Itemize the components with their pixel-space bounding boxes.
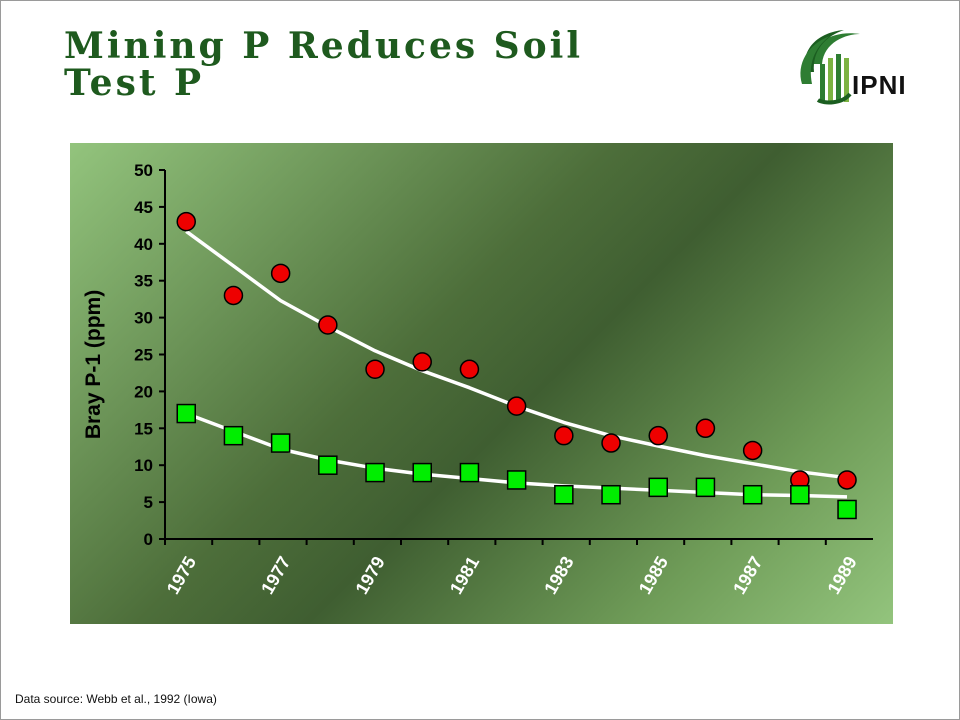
- x-tick-label: 1977: [257, 553, 294, 598]
- circle-data-point: [223, 285, 244, 306]
- circle-data-point: [554, 425, 574, 446]
- square-data-point: [459, 462, 480, 483]
- circle-data-point: [648, 425, 668, 446]
- y-tick-label: 10: [134, 456, 153, 475]
- circle-data-point: [837, 470, 857, 490]
- x-tick-label: 1979: [352, 553, 389, 598]
- square-data-point: [270, 433, 291, 453]
- x-tick-label: 1985: [635, 553, 672, 598]
- circle-data-point: [365, 359, 385, 380]
- square-data-point: [695, 477, 716, 498]
- y-tick-label: 25: [134, 346, 153, 365]
- y-tick-label: 0: [144, 530, 153, 549]
- x-tick-label: 1989: [824, 553, 861, 598]
- circle-data-point: [176, 211, 196, 232]
- circle-data-point: [459, 359, 480, 380]
- circle-data-point: [742, 440, 763, 461]
- y-tick-label: 45: [134, 198, 153, 217]
- circle-data-point: [695, 418, 716, 439]
- slide-title-line-1: Mining P Reduces Soil: [64, 25, 584, 67]
- y-tick-label: 50: [134, 161, 153, 180]
- circle-data-point: [270, 263, 291, 284]
- square-data-point: [554, 484, 574, 505]
- square-data-point: [742, 484, 763, 505]
- x-tick-label: 1975: [163, 553, 200, 598]
- ipni-logo: [800, 30, 860, 105]
- square-data-point: [176, 403, 196, 424]
- square-data-point: [506, 470, 527, 490]
- x-tick-label: 1987: [729, 553, 766, 598]
- circle-data-point: [318, 315, 338, 335]
- y-tick-label: 35: [134, 272, 153, 291]
- square-data-point: [837, 499, 857, 520]
- soil-p-chart: 0 5 10 15 20 25 30 35 40 45 50 1975 1977 1979 1981 1983…: [82, 161, 873, 598]
- x-tick-label: 1983: [540, 553, 577, 598]
- data-source-note: Data source: Webb et al., 1992 (Iowa): [15, 692, 217, 706]
- x-tick-label: 1981: [446, 553, 483, 598]
- square-data-point: [365, 462, 385, 483]
- plot-background: [70, 143, 893, 624]
- circle-data-point: [412, 352, 432, 372]
- square-data-point: [412, 462, 432, 483]
- y-tick-label: 15: [134, 419, 153, 438]
- y-tick-label: 20: [134, 382, 153, 401]
- square-data-point: [601, 484, 621, 505]
- y-tick-label: 5: [144, 493, 153, 512]
- square-data-point: [648, 477, 668, 498]
- y-tick-label: 30: [134, 309, 153, 328]
- square-data-point: [223, 425, 244, 446]
- y-axis-label: Bray P-1 (ppm): [82, 290, 105, 439]
- square-data-point: [318, 455, 338, 475]
- ipni-logo-text: IPNI: [852, 70, 907, 100]
- slide-title: Mining P Reduces Soil Test P: [64, 28, 583, 102]
- circle-data-point: [506, 396, 527, 416]
- slide-title-line-2: Test P: [64, 62, 205, 104]
- y-tick-label: 40: [134, 235, 153, 254]
- square-data-point: [790, 484, 810, 505]
- circle-data-point: [601, 433, 621, 453]
